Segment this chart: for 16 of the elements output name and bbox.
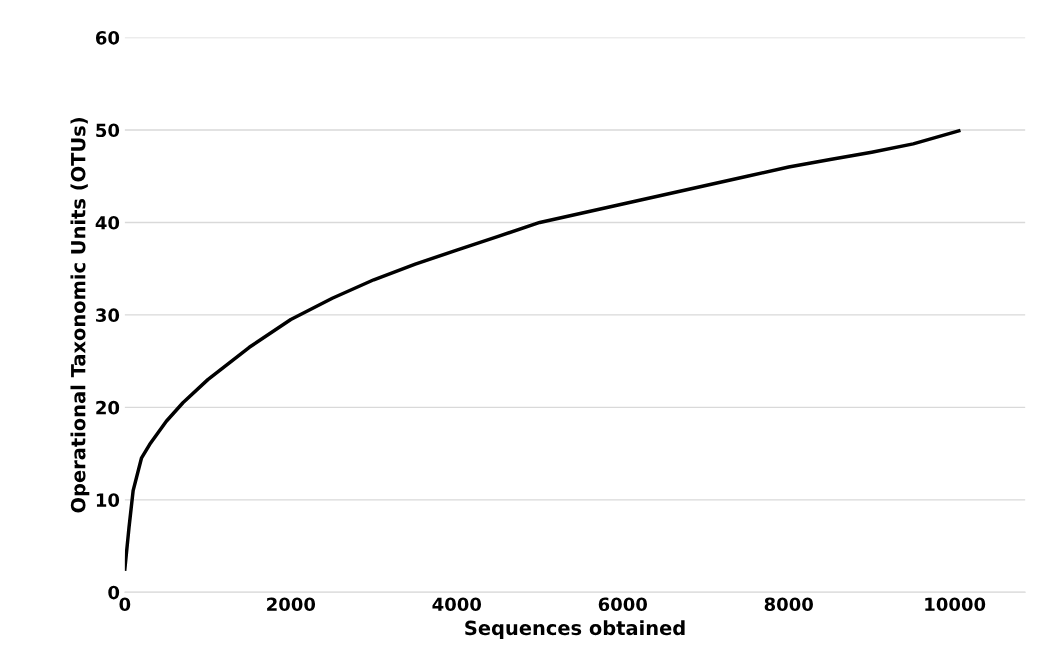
y-tick-label: 60 [95,30,120,45]
y-tick-label: 10 [96,493,120,507]
y-tick-label: 0 [108,585,120,600]
x-tick-label: 8000 [764,597,813,612]
x-axis-title: Sequences obtained [465,620,685,639]
y-tick-label: 40 [95,215,120,230]
x-tick-label: 10000 [925,597,986,612]
x-tick-label: 4000 [432,597,482,612]
line-series [124,129,961,571]
y-axis-title: Operational Taxonomic Units (OTUs) [70,118,90,513]
y-tick-label: 30 [96,308,120,323]
x-tick-label: 2000 [267,597,316,612]
x-tick-label: 6000 [598,597,647,612]
y-tick-label: 50 [96,123,120,138]
x-tick-label: 0 [119,597,131,612]
y-tick-label: 20 [96,400,120,415]
